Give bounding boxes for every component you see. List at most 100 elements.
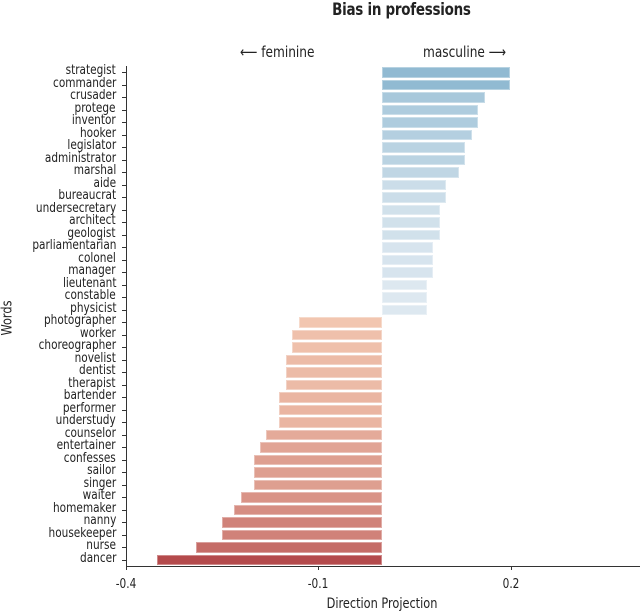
bar-row: commander — [0, 76, 640, 92]
y-tick-label: aide — [93, 175, 116, 191]
y-tick-label: worker — [80, 325, 116, 341]
y-tick — [122, 197, 126, 198]
y-tick-label: architect — [69, 213, 116, 228]
y-tick — [122, 522, 126, 523]
bar-row: crusader — [0, 88, 640, 104]
bar-row: novelist — [0, 350, 640, 367]
y-tick-label: physicist — [69, 300, 116, 316]
y-tick-label: bureaucrat — [58, 188, 116, 203]
y-tick-label: bartender — [63, 388, 116, 403]
bar-nanny — [221, 517, 382, 528]
bar-row: dentist — [0, 363, 640, 379]
bar-row: housekeeper — [0, 526, 640, 542]
bar-housekeeper — [221, 529, 382, 540]
bar-physicist — [382, 304, 427, 315]
bar-row: choreographer — [0, 338, 640, 354]
bar-row: dancer — [0, 551, 640, 567]
x-tick — [511, 566, 512, 570]
y-tick — [122, 334, 126, 336]
bar-bartender — [279, 392, 382, 403]
y-tick — [122, 384, 126, 386]
bar-row: nanny — [0, 513, 640, 529]
bar-row: undersecretary — [0, 201, 640, 217]
y-tick — [122, 97, 126, 98]
bar-legislator — [382, 142, 466, 153]
masculine-direction-label: masculine ⟶ — [423, 43, 507, 61]
y-tick-label: parliamentarian — [31, 238, 116, 253]
bar-row: legislator — [0, 138, 640, 154]
bar-worker — [292, 329, 382, 340]
y-tick — [122, 422, 126, 423]
y-tick — [122, 184, 126, 186]
y-tick — [122, 72, 126, 73]
bar-understudy — [279, 417, 382, 428]
y-tick — [122, 247, 126, 248]
bar-performer — [279, 404, 382, 415]
y-tick — [122, 272, 126, 273]
y-tick-label: hooker — [79, 125, 116, 141]
x-tick-label: -0.1 — [307, 577, 329, 592]
y-axis-title: Words — [0, 300, 16, 336]
bar-row: photographer — [0, 313, 640, 329]
bar-row: administrator — [0, 151, 640, 167]
y-tick — [122, 284, 126, 286]
y-tick-label: confesses — [63, 450, 116, 466]
bar-row: understudy — [0, 413, 640, 429]
y-tick — [122, 359, 126, 361]
y-tick — [122, 347, 126, 348]
y-tick-label: strategist — [65, 63, 116, 78]
bar-row: constable — [0, 288, 640, 304]
bar-bureaucrat — [382, 192, 447, 203]
bar-row: manager — [0, 263, 640, 279]
y-tick-label: counselor — [64, 425, 116, 441]
y-tick — [122, 259, 126, 261]
bar-photographer — [298, 317, 382, 328]
bar-row: sailor — [0, 463, 640, 479]
y-tick-label: lieutenant — [62, 275, 116, 291]
bar-aide — [382, 179, 447, 190]
y-tick — [122, 172, 126, 173]
bar-manager — [382, 267, 434, 278]
bar-row: strategist — [0, 63, 640, 79]
x-tick — [126, 566, 127, 570]
bar-administrator — [382, 154, 466, 165]
bar-marshal — [382, 167, 459, 178]
y-tick-label: geologist — [67, 225, 116, 241]
bar-nurse — [195, 542, 382, 553]
bar-parliamentarian — [382, 242, 434, 253]
x-axis-title: Direction Projection — [326, 596, 438, 612]
bar-counselor — [266, 429, 382, 440]
y-tick-label: waiter — [83, 488, 116, 503]
bar-row: confesses — [0, 450, 640, 467]
y-tick-label: novelist — [74, 350, 116, 366]
bar-colonel — [382, 254, 434, 265]
y-tick — [122, 472, 126, 473]
y-tick — [122, 409, 126, 411]
y-tick-label: homemaker — [52, 500, 116, 516]
bar-inventor — [382, 117, 479, 128]
bar-strategist — [382, 67, 511, 78]
bar-row: parliamentarian — [0, 238, 640, 254]
bar-row: inventor — [0, 113, 640, 129]
y-tick-label: understudy — [55, 413, 116, 428]
y-tick — [122, 222, 126, 223]
y-tick-label: nanny — [83, 513, 116, 528]
y-tick-label: performer — [63, 400, 116, 416]
bar-constable — [382, 292, 427, 303]
x-tick-label: 0.2 — [502, 577, 520, 592]
bar-row: waiter — [0, 488, 640, 504]
bar-hooker — [382, 129, 472, 140]
bar-row: architect — [0, 213, 640, 229]
bar-row: homemaker — [0, 500, 640, 517]
bar-row: physicist — [0, 300, 640, 317]
bar-novelist — [285, 354, 382, 365]
y-tick — [122, 209, 126, 211]
bar-row: worker — [0, 325, 640, 342]
y-tick-label: sailor — [87, 463, 116, 478]
y-tick — [122, 297, 126, 298]
y-tick — [122, 459, 126, 461]
y-tick-label: therapist — [68, 375, 116, 391]
y-tick-label: constable — [64, 288, 116, 303]
bar-row: bureaucrat — [0, 188, 640, 204]
